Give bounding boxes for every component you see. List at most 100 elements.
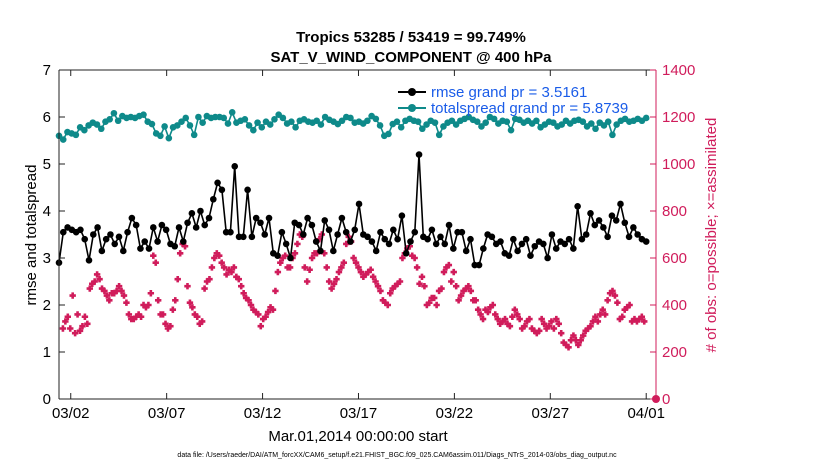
spread-point bbox=[452, 121, 460, 128]
obs-point bbox=[262, 313, 269, 320]
rmse-point bbox=[59, 228, 67, 236]
title-line-2: SAT_V_WIND_COMPONENT @ 400 hPa bbox=[270, 49, 552, 66]
spread-point bbox=[288, 118, 295, 125]
rmse-point bbox=[162, 226, 170, 234]
rmse-point bbox=[214, 179, 221, 187]
rmse-point bbox=[330, 247, 337, 255]
spread-point bbox=[549, 119, 557, 126]
obs-point bbox=[492, 311, 499, 318]
obs-point bbox=[426, 299, 433, 306]
obs-point bbox=[545, 322, 553, 330]
obs-point bbox=[518, 325, 526, 332]
rmse-point bbox=[132, 221, 140, 229]
spread-point bbox=[245, 122, 253, 129]
rmse-point bbox=[184, 219, 191, 227]
obs-point bbox=[338, 264, 345, 271]
obs-point bbox=[387, 290, 394, 297]
spread-point bbox=[600, 122, 608, 129]
obs-point bbox=[93, 271, 101, 278]
rmse-point bbox=[308, 221, 316, 229]
y-axis-left-label: rmse and totalspread bbox=[23, 165, 40, 306]
rmse-point bbox=[441, 240, 449, 248]
obs-possible-zero-point bbox=[652, 395, 660, 403]
obs-point bbox=[96, 275, 103, 283]
rmse-point bbox=[467, 235, 474, 243]
obs-point bbox=[279, 254, 286, 262]
obs-point bbox=[623, 304, 631, 311]
spread-point bbox=[182, 114, 190, 122]
spread-point bbox=[385, 130, 392, 138]
rmse-point bbox=[252, 214, 260, 222]
rmse-point bbox=[372, 247, 380, 255]
rmse-point bbox=[552, 245, 560, 252]
obs-point bbox=[628, 318, 636, 325]
rmse-point bbox=[111, 240, 119, 248]
obs-point bbox=[584, 325, 592, 332]
rmse-point bbox=[608, 212, 616, 219]
spread-point bbox=[279, 114, 287, 122]
obs-point bbox=[543, 325, 550, 332]
obs-point bbox=[472, 297, 479, 304]
y-right-tick-label: 1200 bbox=[662, 109, 695, 126]
obs-point bbox=[443, 264, 450, 271]
obs-point bbox=[626, 301, 633, 309]
rmse-point bbox=[402, 250, 410, 257]
obs-point bbox=[565, 344, 572, 351]
rmse-point bbox=[390, 226, 397, 234]
obs-point bbox=[247, 301, 255, 309]
obs-point bbox=[125, 311, 133, 318]
rmse-point bbox=[304, 214, 311, 222]
obs-point bbox=[135, 311, 142, 318]
obs-point bbox=[167, 322, 174, 330]
rmse-point bbox=[351, 226, 359, 234]
obs-point bbox=[89, 280, 96, 288]
obs-point bbox=[225, 266, 233, 273]
y-left-tick-label: 1 bbox=[43, 344, 51, 361]
obs-point bbox=[115, 283, 123, 290]
rmse-point bbox=[201, 221, 209, 229]
obs-point bbox=[162, 320, 169, 327]
rmse-point bbox=[81, 235, 89, 243]
spread-point bbox=[317, 121, 325, 128]
rmse-point bbox=[261, 231, 269, 238]
obs-point bbox=[150, 252, 157, 259]
obs-point bbox=[579, 332, 587, 339]
obs-point bbox=[255, 311, 262, 318]
obs-point bbox=[333, 275, 340, 283]
spread-point bbox=[106, 116, 113, 123]
obs-point bbox=[76, 327, 84, 335]
obs-point bbox=[140, 301, 147, 309]
obs-point bbox=[67, 325, 74, 332]
spread-point bbox=[241, 116, 249, 123]
obs-point bbox=[365, 268, 372, 276]
rmse-point bbox=[154, 238, 161, 245]
obs-point bbox=[374, 283, 382, 290]
obs-point bbox=[506, 322, 514, 330]
spread-point bbox=[397, 124, 405, 131]
spread-point bbox=[190, 131, 198, 139]
obs-point bbox=[609, 287, 616, 295]
rmse-point bbox=[411, 228, 419, 236]
rmse-point bbox=[518, 240, 526, 248]
rmse-point bbox=[625, 233, 633, 241]
rmse-point bbox=[248, 233, 256, 241]
rmse-point bbox=[604, 233, 611, 241]
obs-point bbox=[152, 259, 159, 266]
rmse-point bbox=[265, 214, 273, 222]
obs-point bbox=[269, 306, 277, 313]
obs-point bbox=[228, 268, 235, 276]
spread-point bbox=[423, 121, 430, 128]
obs-point bbox=[267, 304, 274, 311]
obs-point bbox=[220, 264, 228, 271]
rmse-point bbox=[171, 242, 179, 250]
obs-point bbox=[457, 292, 465, 299]
obs-point bbox=[396, 278, 404, 285]
obs-point bbox=[350, 254, 357, 262]
obs-point bbox=[137, 313, 145, 320]
obs-point bbox=[572, 337, 580, 344]
rmse-point bbox=[612, 217, 620, 224]
spread-series bbox=[55, 109, 650, 143]
obs-point bbox=[511, 306, 518, 313]
rmse-point bbox=[582, 231, 590, 238]
obs-point bbox=[352, 259, 360, 266]
